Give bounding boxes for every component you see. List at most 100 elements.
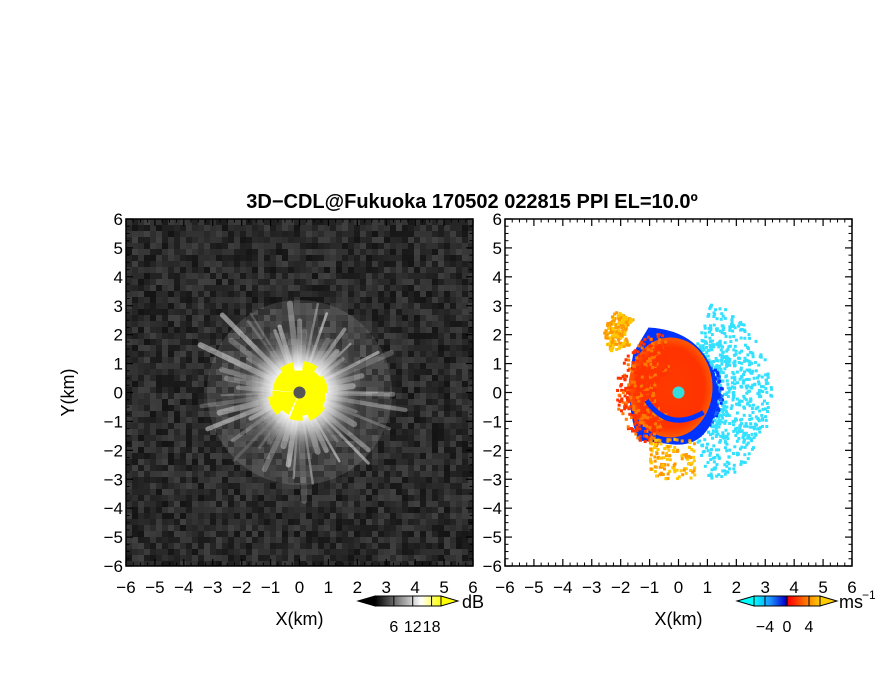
noise-cell xyxy=(150,267,156,273)
noise-cell xyxy=(402,411,408,417)
noise-cell xyxy=(366,219,372,225)
noise-cell xyxy=(408,483,414,489)
noise-cell xyxy=(270,531,276,537)
noise-cell xyxy=(438,285,444,291)
noise-cell xyxy=(258,459,264,465)
noise-cell xyxy=(198,441,204,447)
noise-cell xyxy=(432,447,438,453)
noise-cell xyxy=(228,483,234,489)
noise-cell xyxy=(138,399,144,405)
noise-cell xyxy=(378,525,384,531)
noise-cell xyxy=(174,429,180,435)
noise-cell xyxy=(144,513,150,519)
noise-cell xyxy=(252,477,258,483)
noise-cell xyxy=(366,267,372,273)
noise-cell xyxy=(348,303,354,309)
noise-cell xyxy=(354,225,360,231)
noise-cell xyxy=(168,405,174,411)
velocity-pixel xyxy=(764,378,768,382)
noise-cell xyxy=(234,513,240,519)
velocity-pixel xyxy=(711,436,715,440)
noise-cell xyxy=(438,375,444,381)
noise-cell xyxy=(132,483,138,489)
noise-cell xyxy=(132,537,138,543)
noise-cell xyxy=(198,423,204,429)
velocity-pixel xyxy=(721,314,725,318)
noise-cell xyxy=(432,363,438,369)
noise-cell xyxy=(132,285,138,291)
noise-cell xyxy=(294,543,300,549)
noise-cell xyxy=(132,333,138,339)
noise-cell xyxy=(384,489,390,495)
noise-cell xyxy=(456,555,462,561)
velocity-pixel xyxy=(766,373,770,377)
noise-cell xyxy=(354,285,360,291)
velocity-pixel xyxy=(709,328,713,332)
noise-cell xyxy=(324,495,330,501)
noise-cell xyxy=(390,285,396,291)
velocity-pixel xyxy=(723,360,727,364)
noise-cell xyxy=(360,483,366,489)
velocity-pixel xyxy=(739,336,743,340)
y-tick-label: −1 xyxy=(104,412,123,431)
noise-cell xyxy=(210,483,216,489)
noise-cell xyxy=(462,363,468,369)
x-tick-label: 6 xyxy=(468,578,477,597)
noise-cell xyxy=(312,489,318,495)
noise-cell xyxy=(354,435,360,441)
noise-cell xyxy=(186,255,192,261)
noise-cell xyxy=(294,531,300,537)
velocity-pixel xyxy=(708,344,712,348)
noise-cell xyxy=(234,357,240,363)
noise-cell xyxy=(252,537,258,543)
velocity-pixel xyxy=(718,307,722,311)
noise-cell xyxy=(126,477,132,483)
noise-cell xyxy=(318,519,324,525)
noise-cell xyxy=(324,555,330,561)
noise-cell xyxy=(372,489,378,495)
noise-cell xyxy=(330,225,336,231)
noise-cell xyxy=(198,393,204,399)
noise-cell xyxy=(384,231,390,237)
noise-cell xyxy=(372,375,378,381)
velocity-echo-field xyxy=(603,303,774,481)
noise-cell xyxy=(396,309,402,315)
noise-cell xyxy=(444,261,450,267)
noise-cell xyxy=(198,495,204,501)
noise-cell xyxy=(282,507,288,513)
noise-cell xyxy=(354,255,360,261)
noise-cell xyxy=(360,495,366,501)
noise-cell xyxy=(378,513,384,519)
noise-cell xyxy=(360,369,366,375)
noise-cell xyxy=(144,255,150,261)
noise-cell xyxy=(414,399,420,405)
noise-cell xyxy=(234,441,240,447)
noise-cell xyxy=(138,465,144,471)
noise-cell xyxy=(450,429,456,435)
noise-cell xyxy=(420,471,426,477)
noise-cell xyxy=(402,309,408,315)
noise-cell xyxy=(408,435,414,441)
noise-cell xyxy=(222,357,228,363)
noise-cell xyxy=(162,465,168,471)
noise-cell xyxy=(342,333,348,339)
noise-cell xyxy=(294,219,300,225)
noise-cell xyxy=(156,513,162,519)
noise-cell xyxy=(456,405,462,411)
noise-cell xyxy=(402,519,408,525)
noise-cell xyxy=(258,465,264,471)
velocity-pixel xyxy=(742,394,746,398)
noise-cell xyxy=(222,321,228,327)
noise-cell xyxy=(324,279,330,285)
noise-cell xyxy=(426,483,432,489)
noise-cell xyxy=(138,393,144,399)
noise-cell xyxy=(234,225,240,231)
noise-cell xyxy=(174,459,180,465)
noise-cell xyxy=(288,471,294,477)
noise-cell xyxy=(408,291,414,297)
noise-cell xyxy=(438,417,444,423)
noise-cell xyxy=(360,549,366,555)
velocity-pixel xyxy=(740,349,744,353)
noise-cell xyxy=(456,429,462,435)
noise-cell xyxy=(240,309,246,315)
